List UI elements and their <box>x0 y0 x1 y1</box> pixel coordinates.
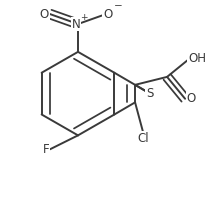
Text: S: S <box>146 87 154 100</box>
Text: +: + <box>80 12 88 22</box>
Text: OH: OH <box>188 52 206 66</box>
Text: O: O <box>103 8 113 21</box>
Text: O: O <box>186 92 196 105</box>
Text: N: N <box>72 17 80 30</box>
Text: −: − <box>114 1 122 11</box>
Text: Cl: Cl <box>137 132 149 145</box>
Text: O: O <box>39 8 49 21</box>
Text: F: F <box>43 143 49 156</box>
